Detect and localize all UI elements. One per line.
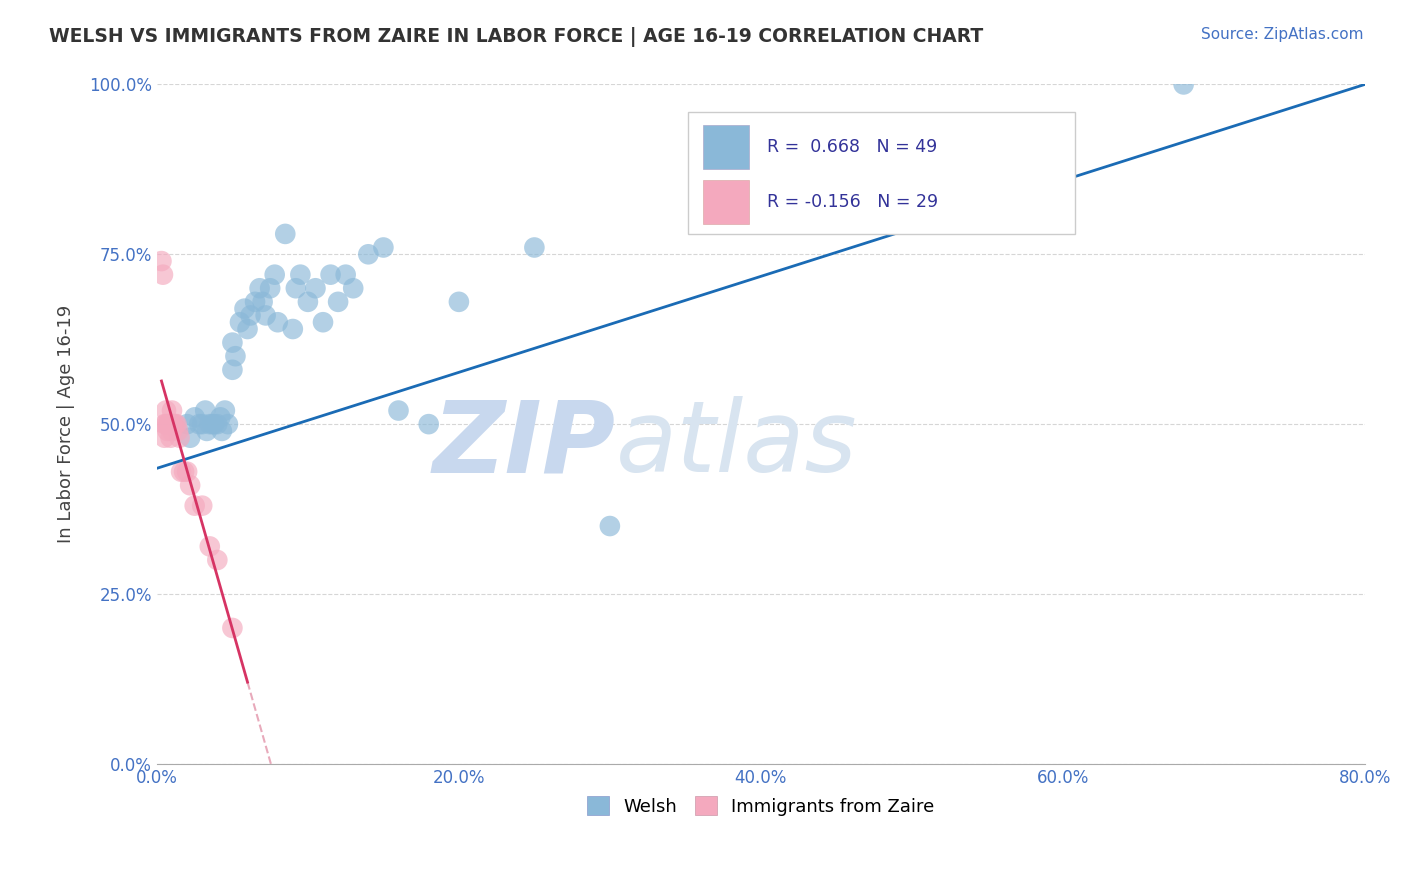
Point [191, 499, 214, 513]
Text: ZIP: ZIP [433, 396, 616, 493]
Point [254, 309, 277, 323]
Text: atlas: atlas [616, 396, 858, 493]
Point [976, 159, 998, 173]
Point [166, 417, 188, 431]
Point [183, 499, 205, 513]
Point [150, 254, 173, 268]
Point [1173, 78, 1195, 92]
Point [387, 403, 409, 417]
Point [179, 431, 201, 445]
Point [170, 465, 193, 479]
Point [239, 309, 262, 323]
Point [176, 417, 198, 431]
Text: Source: ZipAtlas.com: Source: ZipAtlas.com [1201, 27, 1364, 42]
Point [195, 424, 218, 438]
Point [224, 349, 246, 363]
Point [243, 294, 266, 309]
Point [599, 519, 621, 533]
Point [156, 424, 179, 438]
Point [447, 294, 470, 309]
Point [209, 410, 232, 425]
Point [152, 268, 174, 282]
Point [259, 281, 281, 295]
Point [281, 322, 304, 336]
Point [156, 417, 179, 431]
Point [229, 315, 252, 329]
Point [198, 540, 221, 554]
Point [207, 553, 229, 567]
Point [233, 301, 256, 316]
Point [198, 417, 221, 431]
Point [274, 227, 297, 241]
Point [326, 294, 349, 309]
Point [191, 417, 214, 431]
Point [159, 417, 181, 431]
Point [157, 417, 180, 431]
Point [263, 268, 285, 282]
Point [267, 315, 290, 329]
Point [418, 417, 440, 431]
Point [173, 465, 195, 479]
Point [236, 322, 259, 336]
Point [290, 268, 312, 282]
Point [217, 417, 239, 431]
Point [194, 403, 217, 417]
Point [214, 403, 236, 417]
Point [160, 403, 183, 417]
Point [312, 315, 335, 329]
Point [153, 417, 176, 431]
Point [211, 424, 233, 438]
Point [167, 424, 190, 438]
Point [179, 478, 201, 492]
Point [160, 424, 183, 438]
Point [335, 268, 357, 282]
Point [297, 294, 319, 309]
Point [155, 417, 177, 431]
Point [188, 417, 211, 431]
Point [162, 417, 184, 431]
Point [342, 281, 364, 295]
Point [221, 335, 243, 350]
Text: WELSH VS IMMIGRANTS FROM ZAIRE IN LABOR FORCE | AGE 16-19 CORRELATION CHART: WELSH VS IMMIGRANTS FROM ZAIRE IN LABOR … [49, 27, 983, 46]
Point [284, 281, 307, 295]
Point [207, 417, 229, 431]
Point [221, 363, 243, 377]
Point [157, 417, 180, 431]
Text: R =  0.668   N = 49: R = 0.668 N = 49 [766, 138, 938, 156]
Point [357, 247, 380, 261]
Point [169, 431, 191, 445]
Point [201, 417, 224, 431]
FancyBboxPatch shape [703, 179, 749, 224]
Point [183, 410, 205, 425]
Point [523, 240, 546, 254]
Point [249, 281, 271, 295]
Point [319, 268, 342, 282]
Point [153, 431, 176, 445]
Point [155, 403, 177, 417]
Point [159, 431, 181, 445]
FancyBboxPatch shape [689, 112, 1076, 234]
Point [176, 465, 198, 479]
Point [304, 281, 326, 295]
Point [160, 417, 183, 431]
Text: R = -0.156   N = 29: R = -0.156 N = 29 [766, 193, 938, 211]
Point [252, 294, 274, 309]
Point [373, 240, 395, 254]
Y-axis label: In Labor Force | Age 16-19: In Labor Force | Age 16-19 [58, 305, 75, 543]
Point [221, 621, 243, 635]
Point [202, 417, 225, 431]
FancyBboxPatch shape [703, 125, 749, 169]
Point [165, 417, 187, 431]
Legend: Welsh, Immigrants from Zaire: Welsh, Immigrants from Zaire [581, 789, 942, 822]
